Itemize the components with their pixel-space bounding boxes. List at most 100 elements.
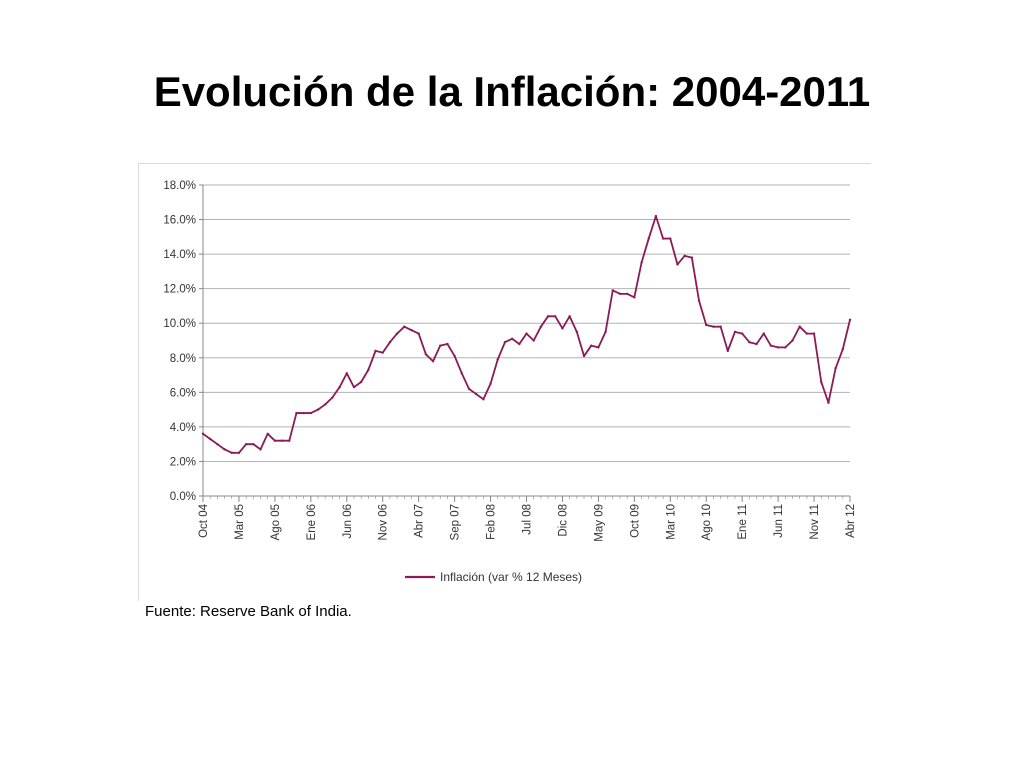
x-tick-label: Mar 05	[234, 504, 246, 540]
data-point	[388, 341, 392, 344]
data-point	[625, 292, 629, 296]
data-point	[453, 354, 456, 358]
data-point	[769, 344, 773, 347]
data-point	[252, 442, 255, 446]
data-point	[532, 339, 535, 342]
data-point	[791, 339, 794, 342]
data-point	[216, 442, 219, 446]
data-point	[582, 354, 586, 358]
data-point	[755, 342, 758, 346]
data-point	[690, 256, 694, 259]
data-point	[733, 330, 737, 334]
data-point	[244, 442, 248, 446]
x-tick-label: Abr 07	[414, 504, 426, 538]
source-note: Fuente: Reserve Bank of India.	[145, 603, 352, 620]
data-point	[288, 439, 291, 442]
chart-gridlines	[203, 184, 850, 497]
data-point	[726, 349, 729, 353]
slide-title: Evolución de la Inflación: 2004-2011	[153, 68, 871, 115]
data-point	[503, 341, 507, 344]
chart-tick-labels: 0.0% 2.0% 4.0% 6.0% 8.0% 10.0% 12.0% 14.0% 16.0%…	[163, 180, 857, 542]
data-point	[748, 341, 751, 344]
x-tick-label: Mar 10	[665, 504, 677, 540]
data-point	[424, 353, 428, 356]
data-point	[223, 448, 226, 451]
data-point	[654, 214, 658, 218]
data-point	[820, 380, 823, 384]
data-point	[474, 392, 478, 396]
data-point	[568, 315, 571, 318]
data-point	[554, 315, 557, 318]
data-point	[237, 451, 241, 455]
data-point	[827, 401, 830, 404]
data-point	[647, 237, 650, 240]
inflation-line-chart: 0.0% 2.0% 4.0% 6.0% 8.0% 10.0% 12.0% 14.0% 16.0%…	[163, 180, 857, 584]
data-point	[259, 448, 262, 451]
data-point	[496, 358, 499, 361]
y-tick-label: 4.0%	[170, 422, 196, 434]
data-point	[719, 325, 722, 328]
y-tick-label: 2.0%	[170, 456, 196, 468]
data-point	[467, 387, 471, 391]
data-point	[604, 330, 607, 334]
data-point	[417, 332, 420, 335]
data-point	[848, 318, 852, 321]
data-point	[539, 325, 543, 328]
data-point	[776, 346, 780, 349]
x-tick-label: Ago 10	[701, 504, 713, 540]
data-point	[546, 315, 550, 318]
data-point	[669, 237, 672, 240]
data-point	[590, 344, 593, 347]
chart-legend: Inflación (var % 12 Meses)	[405, 570, 582, 584]
data-point	[410, 328, 413, 332]
data-point	[805, 332, 809, 335]
data-point	[309, 411, 313, 415]
chart-axes	[199, 184, 851, 502]
x-tick-label: Dic 08	[557, 504, 569, 537]
data-point	[661, 237, 665, 240]
data-point	[676, 263, 679, 266]
y-tick-label: 14.0%	[163, 249, 196, 261]
x-tick-label: Ene 11	[737, 504, 749, 540]
data-point	[403, 325, 406, 328]
data-point	[798, 325, 801, 328]
legend-label: Inflación (var % 12 Meses)	[440, 570, 582, 584]
data-point	[352, 385, 356, 389]
data-point	[640, 261, 643, 264]
data-point	[302, 411, 305, 415]
data-point	[525, 332, 528, 335]
data-point	[439, 344, 442, 347]
x-tick-label: Jun 11	[773, 504, 785, 538]
y-tick-label: 18.0%	[163, 180, 196, 192]
x-tick-label: Sep 07	[450, 504, 462, 540]
data-point	[489, 382, 492, 385]
data-point	[273, 439, 277, 442]
data-point	[561, 327, 564, 330]
data-point	[697, 299, 701, 302]
data-point	[208, 437, 212, 441]
y-tick-label: 10.0%	[163, 318, 196, 330]
data-point	[359, 380, 363, 384]
data-point	[784, 346, 787, 349]
data-point	[712, 325, 715, 328]
y-tick-label: 6.0%	[170, 387, 196, 399]
data-point	[316, 408, 320, 411]
x-tick-label: Feb 08	[486, 504, 498, 540]
data-point	[338, 385, 341, 389]
data-point	[597, 346, 600, 349]
data-point	[683, 254, 686, 258]
data-point	[482, 398, 485, 401]
data-point	[518, 342, 521, 346]
data-point	[431, 360, 435, 363]
data-point	[460, 372, 463, 375]
x-tick-label: Nov 11	[809, 504, 821, 540]
data-point	[618, 292, 622, 296]
data-point	[841, 347, 845, 351]
data-point	[374, 349, 377, 353]
y-tick-label: 8.0%	[170, 353, 196, 365]
x-tick-label: Ago 05	[270, 504, 282, 540]
data-point	[324, 403, 327, 406]
y-tick-label: 12.0%	[163, 284, 196, 296]
x-tick-label: Oct 09	[629, 504, 641, 538]
data-point	[812, 332, 816, 335]
